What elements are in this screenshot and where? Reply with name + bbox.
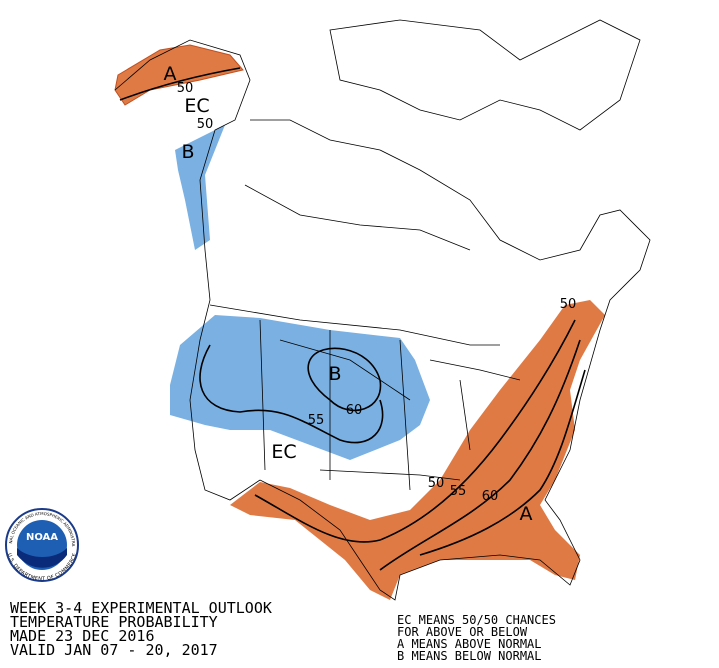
map-label: 50 <box>177 81 194 96</box>
map-label: B <box>181 141 194 163</box>
title-line: VALID JAN 07 - 20, 2017 <box>10 641 218 659</box>
above-region-southeast <box>230 300 605 600</box>
map-label: B <box>328 363 341 385</box>
title-line: MADE 23 DEC 2016 <box>10 627 155 645</box>
logo-name: NOAA <box>26 532 58 543</box>
map-label: 55 <box>450 484 467 499</box>
legend-line: B MEANS BELOW NORMAL <box>397 649 542 663</box>
coastlines <box>114 19 651 601</box>
map-label: 50 <box>428 476 445 491</box>
map-label: 55 <box>308 413 325 428</box>
map-label: EC <box>271 441 296 463</box>
below-region-west <box>170 315 430 460</box>
map-label: 60 <box>346 403 363 418</box>
map-label: 50 <box>197 117 214 132</box>
contours <box>119 67 586 571</box>
below-region-alaska <box>175 125 225 250</box>
map-label: A <box>164 63 177 85</box>
legend-line: FOR ABOVE OR BELOW <box>397 625 528 639</box>
map-label: 50 <box>560 297 577 312</box>
legend-line: EC MEANS 50/50 CHANCES <box>397 613 556 627</box>
map-label: A <box>520 503 533 525</box>
title-line: TEMPERATURE PROBABILITY <box>10 613 218 631</box>
title-line: WEEK 3-4 EXPERIMENTAL OUTLOOK <box>10 599 272 617</box>
map-label: 60 <box>482 489 499 504</box>
legend-line: A MEANS ABOVE NORMAL <box>397 637 542 651</box>
map-label: EC <box>184 95 209 117</box>
